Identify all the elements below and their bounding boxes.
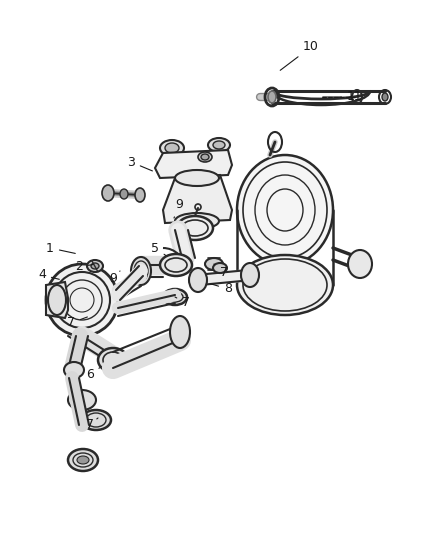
Ellipse shape <box>175 213 219 229</box>
Text: 6: 6 <box>86 368 100 382</box>
Ellipse shape <box>160 140 184 156</box>
Ellipse shape <box>201 154 209 160</box>
Ellipse shape <box>48 285 66 315</box>
Ellipse shape <box>68 449 98 471</box>
Ellipse shape <box>120 189 128 199</box>
Ellipse shape <box>131 257 151 285</box>
Ellipse shape <box>102 185 114 201</box>
Text: 2: 2 <box>75 261 93 273</box>
Ellipse shape <box>189 268 207 292</box>
Ellipse shape <box>135 188 145 202</box>
Ellipse shape <box>382 93 388 101</box>
Text: 7: 7 <box>214 264 228 279</box>
Ellipse shape <box>241 263 259 287</box>
Ellipse shape <box>175 170 219 186</box>
Ellipse shape <box>64 362 84 378</box>
Ellipse shape <box>170 316 190 348</box>
Ellipse shape <box>81 410 111 430</box>
Ellipse shape <box>68 390 96 410</box>
Text: 4: 4 <box>38 269 59 281</box>
Polygon shape <box>46 282 68 318</box>
Ellipse shape <box>91 263 99 269</box>
Ellipse shape <box>208 138 230 152</box>
Text: 10: 10 <box>280 41 319 70</box>
Text: 7: 7 <box>86 417 98 431</box>
Text: 7: 7 <box>67 317 88 329</box>
Text: 11: 11 <box>323 91 363 103</box>
Ellipse shape <box>87 260 103 272</box>
Text: 8: 8 <box>211 282 232 295</box>
Ellipse shape <box>237 255 333 315</box>
Ellipse shape <box>160 254 192 276</box>
Ellipse shape <box>177 216 213 240</box>
Ellipse shape <box>165 143 179 153</box>
Ellipse shape <box>163 289 187 305</box>
Text: 1: 1 <box>46 241 75 254</box>
Ellipse shape <box>77 456 89 464</box>
Text: 9: 9 <box>174 198 183 218</box>
Ellipse shape <box>205 258 223 270</box>
Ellipse shape <box>198 152 212 162</box>
Ellipse shape <box>213 141 225 149</box>
Polygon shape <box>155 150 232 178</box>
Text: 7: 7 <box>175 296 190 310</box>
Polygon shape <box>163 175 232 223</box>
Ellipse shape <box>268 91 276 103</box>
Circle shape <box>46 264 118 336</box>
Text: 3: 3 <box>127 156 152 171</box>
Ellipse shape <box>213 263 227 273</box>
Ellipse shape <box>237 155 333 265</box>
Ellipse shape <box>348 250 372 278</box>
Ellipse shape <box>98 348 128 372</box>
Text: 5: 5 <box>151 241 166 255</box>
Text: 9: 9 <box>109 271 120 285</box>
Ellipse shape <box>76 307 104 325</box>
